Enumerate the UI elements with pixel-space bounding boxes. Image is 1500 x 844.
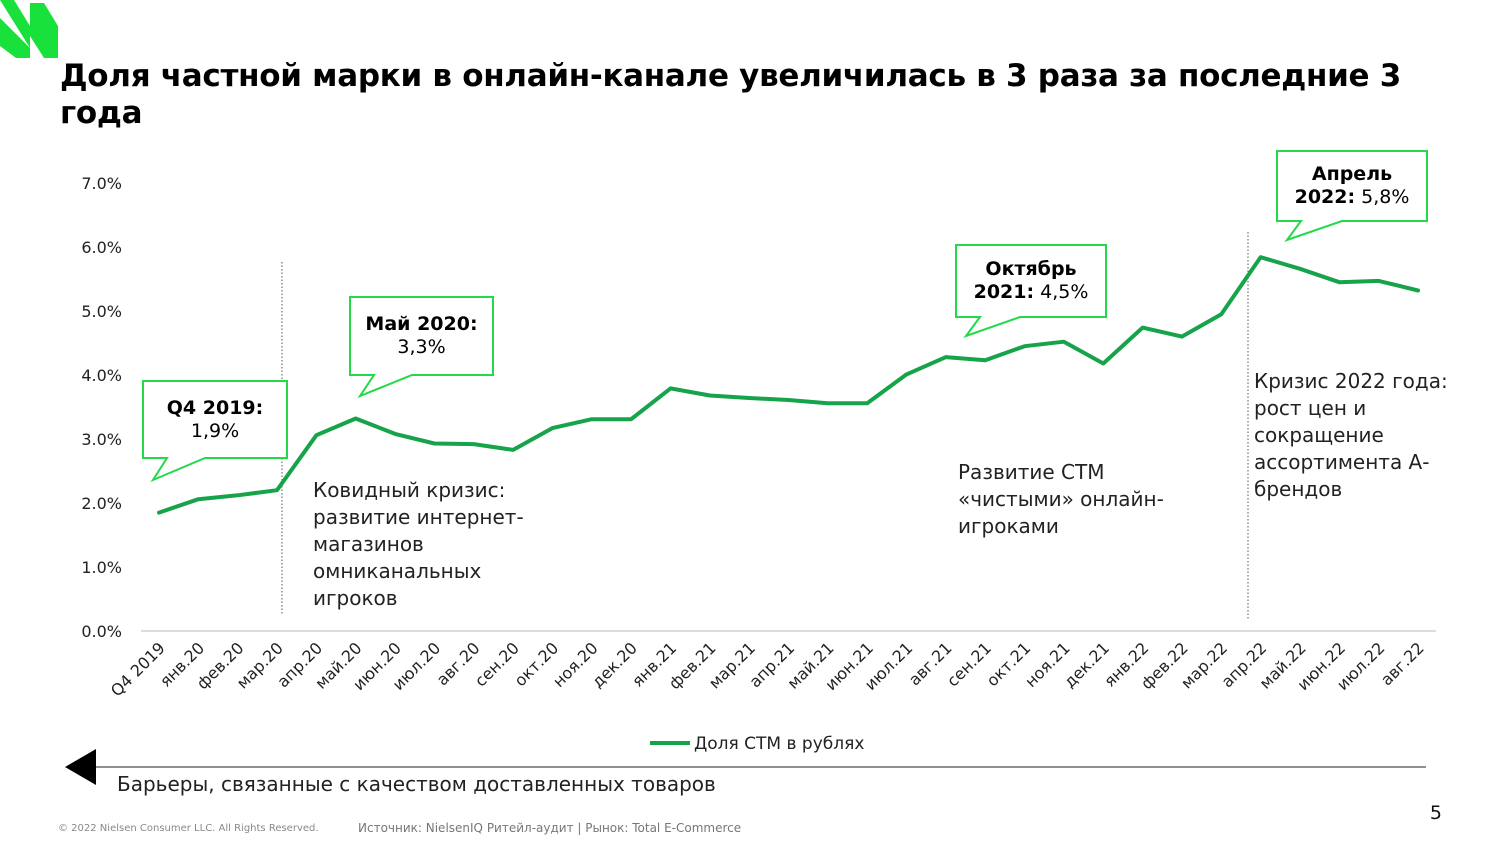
source-note: Источник: NielsenIQ Ритейл-аудит | Рынок… [358,821,742,835]
callout-q4-2019: Q4 2019: 1,9% [143,397,287,443]
note-covid-crisis: Ковидный кризис: развитие интернет- мага… [313,478,524,610]
y-tick-label: 2.0% [81,494,122,513]
y-tick-label: 5.0% [81,302,122,321]
x-tick-label: авг.22 [1377,638,1428,689]
nielsen-logo-icon [0,0,58,58]
series-line-stm-share [157,255,1420,515]
copyright: © 2022 Nielsen Consumer LLC. All Rights … [58,823,319,834]
callout-apr-2022-value: 5,8% [1361,186,1410,208]
callout-apr-2022-label: Апрель [1311,163,1393,185]
callout-apr-2022-year: 2022: [1294,186,1356,208]
callout-may-2020-label: Май 2020: [365,313,478,335]
y-tick-label: 3.0% [81,430,122,449]
legend-label: Доля СТМ в рублях [694,734,864,754]
y-tick-label: 6.0% [81,238,122,257]
x-tick-label: Q4 2019 [107,638,169,700]
y-axis-labels: 0.0% 1.0% 2.0% 3.0% 4.0% 5.0% 6.0% 7.0% [81,174,122,641]
page-number: 5 [1429,802,1442,824]
callout-bubble-may-2020 [349,296,494,399]
callout-apr-2022: Апрель 2022: 5,8% [1277,163,1427,209]
x-axis-labels: Q4 2019янв.20фев.20мар.20апр.20май.20июн… [107,638,1428,700]
note-crisis-2022: Кризис 2022 года: рост цен и сокращение … [1254,369,1448,501]
callout-bubble-q4-2019 [142,380,288,483]
y-tick-label: 1.0% [81,558,122,577]
left-arrow-icon [65,749,96,785]
callout-oct-2021: Октябрь 2021: 4,5% [956,258,1106,304]
callout-bubble-apr-2022 [1276,150,1428,242]
callout-oct-2021-label: Октябрь [985,258,1077,280]
callout-bubble-oct-2021 [955,244,1107,339]
callout-oct-2021-year: 2021: [973,281,1035,303]
page-title: Доля частной марки в онлайн-канале увели… [60,58,1402,131]
callout-q4-2019-label: Q4 2019: [166,397,264,419]
callout-may-2020-value: 3,3% [397,336,446,358]
y-tick-label: 7.0% [81,174,122,193]
callout-oct-2021-value: 4,5% [1040,281,1089,303]
y-tick-label: 0.0% [81,622,122,641]
callout-may-2020: Май 2020: 3,3% [350,313,493,359]
note-stm-development: Развитие СТМ «чистыми» онлайн- игроками [958,460,1164,538]
barrier-text: Барьеры, связанные с качеством доставлен… [117,772,716,796]
callout-q4-2019-value: 1,9% [190,420,240,442]
y-tick-label: 4.0% [81,366,122,385]
